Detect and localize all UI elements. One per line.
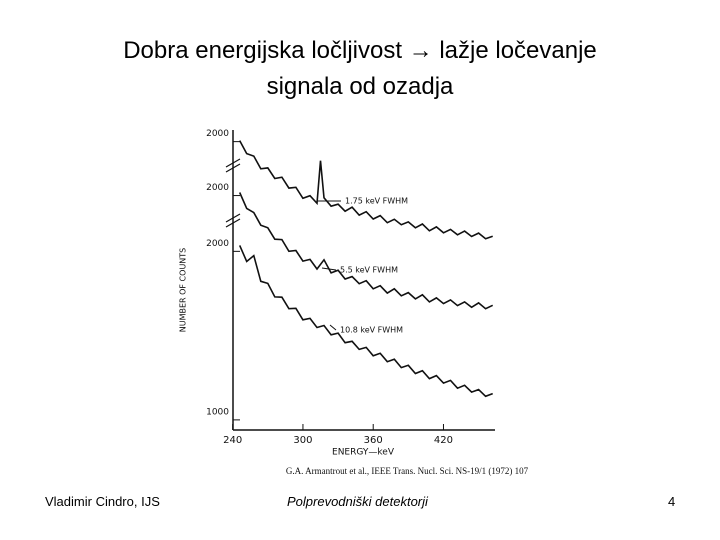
annotation: 5.5 keV FWHM bbox=[340, 266, 398, 275]
x-tick-label: 300 bbox=[293, 435, 312, 446]
y-tick-label: 2000 bbox=[206, 183, 229, 193]
slide-number: 4 bbox=[668, 494, 676, 509]
annotation: 10.8 keV FWHM bbox=[340, 326, 403, 335]
axis-break bbox=[225, 213, 241, 228]
x-tick-label: 420 bbox=[434, 435, 453, 446]
slide-title: Dobra energijska ločljivost → lažje loče… bbox=[123, 37, 597, 64]
axis-break bbox=[225, 158, 241, 173]
footer-course: Polprevodniški detektorji bbox=[287, 494, 428, 509]
annotation: 1.75 keV FWHM bbox=[345, 197, 408, 206]
x-axis-title: ENERGY—keV bbox=[332, 448, 395, 458]
x-tick-label: 360 bbox=[364, 435, 383, 446]
spectrum-line bbox=[238, 140, 493, 240]
y-axis-title: NUMBER OF COUNTS bbox=[179, 248, 188, 333]
annotation-pointer bbox=[321, 267, 337, 271]
y-tick-label: 2000 bbox=[206, 239, 229, 249]
source: G.A. Armantrout et al., IEEE Trans. Nucl… bbox=[286, 466, 529, 476]
y-tick-label: 2000 bbox=[206, 129, 229, 139]
y-tick-label: 1000 bbox=[206, 407, 229, 417]
footer-author: Vladimir Cindro, IJS bbox=[45, 494, 160, 509]
annotation-pointer bbox=[329, 324, 337, 331]
spectrum-line bbox=[238, 192, 494, 310]
slide-title: signala od ozadja bbox=[266, 73, 454, 100]
spectrum-line bbox=[238, 245, 493, 398]
x-tick-label: 240 bbox=[223, 435, 242, 446]
